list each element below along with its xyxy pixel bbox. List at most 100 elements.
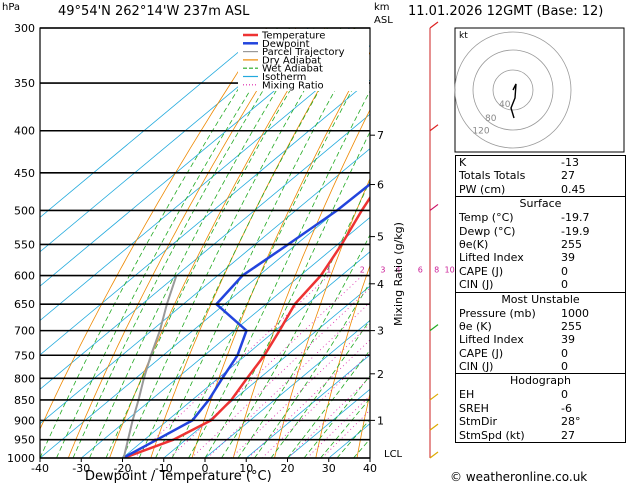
isotherm-line bbox=[204, 319, 370, 458]
wind-barb bbox=[429, 124, 439, 132]
mu-row: Pressure (mb) 1000 bbox=[459, 306, 589, 320]
hodograph-trace bbox=[510, 83, 517, 119]
km-tick-label: 6 bbox=[377, 179, 384, 192]
hodograph-heading: Hodograph bbox=[456, 373, 625, 388]
km-tick-label: 7 bbox=[377, 129, 384, 142]
hodograph-ring-label: 120 bbox=[472, 127, 489, 137]
surface-row: CIN (J) 0 bbox=[459, 278, 568, 292]
km-tick-label: 5 bbox=[377, 231, 384, 244]
wet-adiabat-line bbox=[221, 180, 370, 458]
isotherm-line bbox=[40, 148, 370, 425]
pressure-tick-label: 1000 bbox=[7, 452, 35, 465]
isotherm-line bbox=[40, 28, 268, 218]
mixing-ratio-label: 10 bbox=[445, 266, 455, 275]
copyright-link[interactable]: © weatheronline.co.uk bbox=[450, 470, 588, 484]
surface-heading: Surface bbox=[456, 196, 625, 211]
hodo-row: SREH -6 bbox=[459, 401, 572, 415]
wet-adiabat-line bbox=[72, 28, 303, 458]
km-tick-label: 1 bbox=[377, 414, 384, 427]
mixing-ratio-label: 8 bbox=[434, 266, 439, 275]
temp-tick-label: 40 bbox=[363, 462, 377, 475]
index-row-k: K -13 bbox=[459, 156, 579, 169]
pressure-tick-label: 350 bbox=[14, 77, 35, 90]
lcl-label: LCL bbox=[384, 449, 403, 460]
index-row-totals: Totals Totals 27 bbox=[459, 169, 575, 183]
mu-row: Lifted Index 39 bbox=[459, 333, 575, 347]
temp-tick-label: -30 bbox=[72, 462, 90, 475]
surface-row: Temp (°C) -19.7 bbox=[459, 211, 590, 225]
dry-adiabat-line bbox=[274, 177, 370, 458]
pressure-tick-label: 850 bbox=[14, 394, 35, 407]
legend-label: Dewpoint bbox=[262, 39, 310, 50]
km-tick-label: 3 bbox=[377, 325, 384, 338]
legend-label: Temperature bbox=[261, 31, 325, 42]
isotherm-line bbox=[40, 79, 370, 356]
temperature-profile bbox=[123, 195, 370, 458]
isotherm-line bbox=[40, 28, 351, 287]
wet-adiabat-line bbox=[320, 397, 370, 458]
hodograph-ring bbox=[454, 31, 572, 149]
hodograph-ring bbox=[492, 69, 534, 111]
legend-label: Dry Adiabat bbox=[262, 55, 321, 66]
temp-tick-label: -40 bbox=[31, 462, 49, 475]
mixing-ratio-label: 3 bbox=[380, 266, 385, 275]
km-tick-label: 4 bbox=[377, 278, 384, 291]
mixing-ratio-label: 1 bbox=[326, 266, 331, 275]
hpa-label: hPa bbox=[2, 2, 21, 13]
pressure-tick-label: 900 bbox=[14, 414, 35, 427]
hodograph-ring-label: 40 bbox=[499, 100, 511, 110]
pressure-tick-label: 450 bbox=[14, 167, 35, 180]
mixing-ratio-label: 2 bbox=[360, 266, 365, 275]
mixing-ratio-label: 6 bbox=[418, 266, 423, 275]
legend-label: Isotherm bbox=[262, 72, 306, 83]
hodograph-ring bbox=[472, 49, 554, 131]
hodo-row: StmDir 28° bbox=[459, 415, 581, 429]
pressure-tick-label: 400 bbox=[14, 125, 35, 138]
surface-row: Dewp (°C) -19.9 bbox=[459, 224, 590, 238]
wind-barb bbox=[429, 324, 439, 332]
wet-adiabat-line bbox=[287, 349, 370, 458]
km-label: km bbox=[374, 2, 390, 13]
mixing-ratio-line bbox=[287, 376, 370, 458]
wind-barb bbox=[429, 21, 439, 29]
mixing-ratio-line bbox=[169, 275, 363, 458]
temp-tick-label: 20 bbox=[281, 462, 295, 475]
indices-panel: K -13 Totals Totals 27 PW (cm) 0.45 Surface… bbox=[455, 155, 626, 444]
mu-row: CIN (J) 0 bbox=[459, 360, 568, 374]
wind-barb bbox=[429, 423, 439, 431]
dry-adiabat-line bbox=[356, 391, 370, 458]
x-axis-title: Dewpoint / Temperature (°C) bbox=[85, 469, 272, 484]
datetime-title: 11.01.2026 12GMT (Base: 12) bbox=[408, 4, 604, 19]
wet-adiabat-line bbox=[204, 131, 370, 458]
pressure-tick-label: 500 bbox=[14, 204, 35, 217]
pressure-tick-label: 800 bbox=[14, 372, 35, 385]
mixing-ratio-line bbox=[191, 287, 370, 458]
wet-adiabat-line bbox=[138, 28, 356, 458]
isotherm-line bbox=[40, 182, 370, 458]
mu-row: CAPE (J) 0 bbox=[459, 346, 568, 360]
temp-tick-label: 0 bbox=[202, 462, 209, 475]
legend-label: Mixing Ratio bbox=[262, 80, 324, 91]
wet-adiabat-line bbox=[188, 90, 370, 458]
temp-tick-label: -10 bbox=[155, 462, 173, 475]
mu-row: θe (K) 255 bbox=[459, 319, 582, 333]
wet-adiabat-line bbox=[303, 375, 370, 458]
mixing-ratio-label: 4 bbox=[396, 266, 401, 275]
wind-barb bbox=[429, 451, 439, 459]
wet-adiabat-line bbox=[89, 28, 315, 458]
wet-adiabat-line bbox=[155, 28, 370, 458]
km-tick-label: 2 bbox=[377, 368, 384, 381]
wind-barb bbox=[429, 393, 439, 401]
most-unstable-heading: Most Unstable bbox=[456, 291, 625, 307]
isotherm-line bbox=[40, 113, 370, 390]
temp-tick-label: 30 bbox=[322, 462, 336, 475]
hodograph-kt-label: kt bbox=[459, 31, 468, 41]
surface-row: Lifted Index 39 bbox=[459, 251, 575, 265]
pressure-tick-label: 950 bbox=[14, 434, 35, 447]
hodo-row: StmSpd (kt) 27 bbox=[459, 428, 575, 442]
legend-label: Parcel Trajectory bbox=[262, 47, 345, 58]
dry-adiabat-line bbox=[232, 108, 370, 458]
surface-row: CAPE (J) 0 bbox=[459, 264, 568, 278]
isotherm-line bbox=[40, 28, 309, 253]
